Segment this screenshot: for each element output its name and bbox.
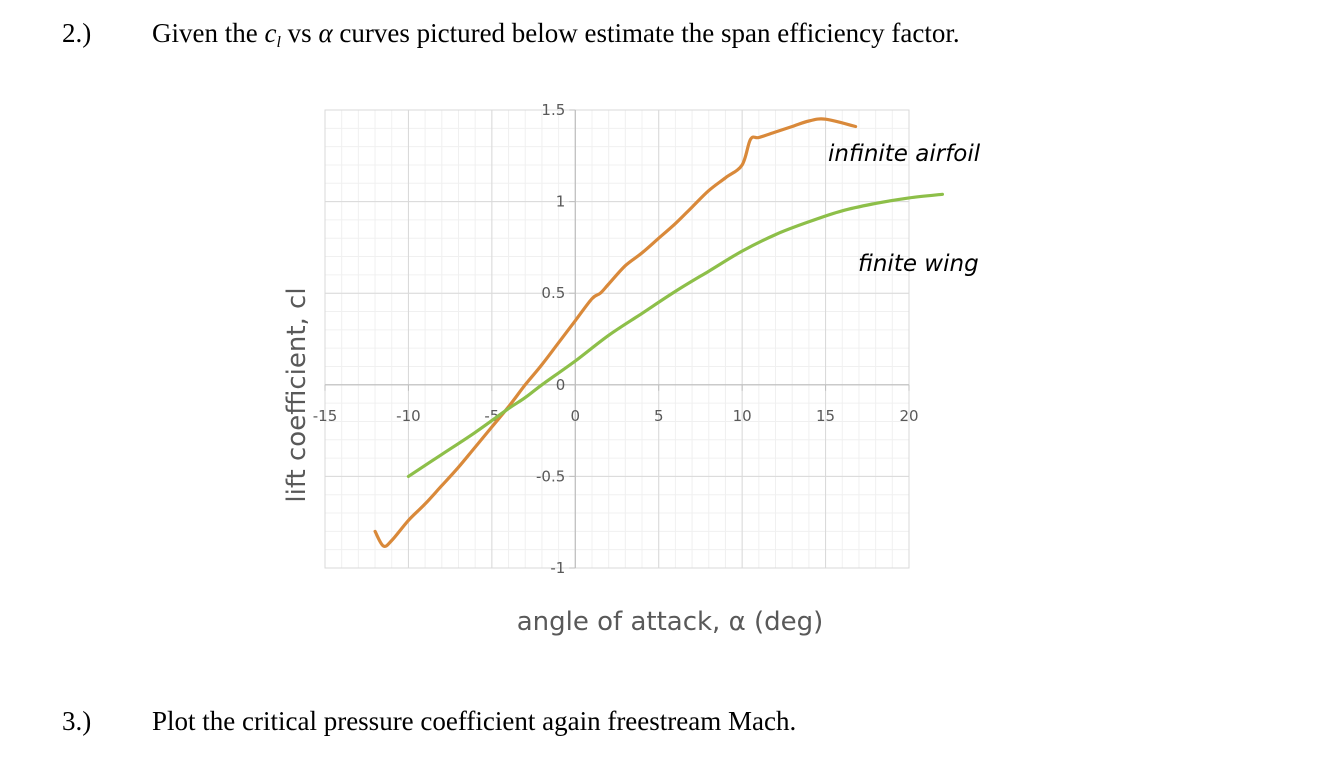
x-tick-labels: -15 -10 -5 0 5 10 15 20 — [313, 407, 919, 425]
y-tick-label: 0 — [556, 376, 566, 394]
question-2-text-after: curves pictured below estimate the span … — [332, 18, 960, 48]
y-axis-title: lift coefficient, cl — [282, 287, 312, 502]
x-tick-label: 0 — [571, 407, 581, 425]
y-tick-label: -1 — [550, 559, 565, 577]
series-line-infinite-airfoil — [373, 117, 858, 548]
major-gridlines — [324, 109, 910, 569]
x-tick-label: -10 — [396, 407, 421, 425]
axes — [324, 109, 910, 569]
y-tick-label: -0.5 — [536, 467, 565, 485]
cl-subscript: l — [276, 34, 281, 51]
x-tick-label: 20 — [899, 407, 918, 425]
x-tick-label: 5 — [654, 407, 664, 425]
y-tick-labels: 1.5 1 0.5 0 -0.5 -1 — [536, 101, 565, 577]
question-2-text: Given the cl vs α curves pictured below … — [152, 18, 960, 51]
question-3-text: Plot the critical pressure coefficient a… — [152, 706, 797, 736]
x-tick-label: 10 — [733, 407, 752, 425]
alpha-symbol: α — [318, 18, 333, 48]
y-tick-label: 0.5 — [541, 284, 565, 302]
question-2-number: 2.) — [62, 18, 92, 48]
y-tick-label: 1.5 — [541, 101, 565, 119]
series-lines — [373, 117, 944, 548]
label-infinite-airfoil: infinite airfoil — [828, 141, 981, 167]
question-2-text-mid: vs — [280, 18, 319, 48]
y-tick-label: 1 — [556, 193, 566, 211]
minor-gridlines — [324, 109, 910, 569]
question-2-text-before: Given the — [152, 18, 265, 48]
label-finite-wing: finite wing — [858, 251, 979, 277]
x-tick-label: 15 — [816, 407, 835, 425]
cl-symbol: c — [264, 18, 277, 48]
x-tick-label: -15 — [313, 407, 338, 425]
question-3-number: 3.) — [62, 706, 92, 736]
plot-area-border — [324, 109, 910, 569]
x-axis-title: angle of attack, α (deg) — [517, 607, 824, 637]
series-line-finite-wing — [406, 192, 944, 478]
